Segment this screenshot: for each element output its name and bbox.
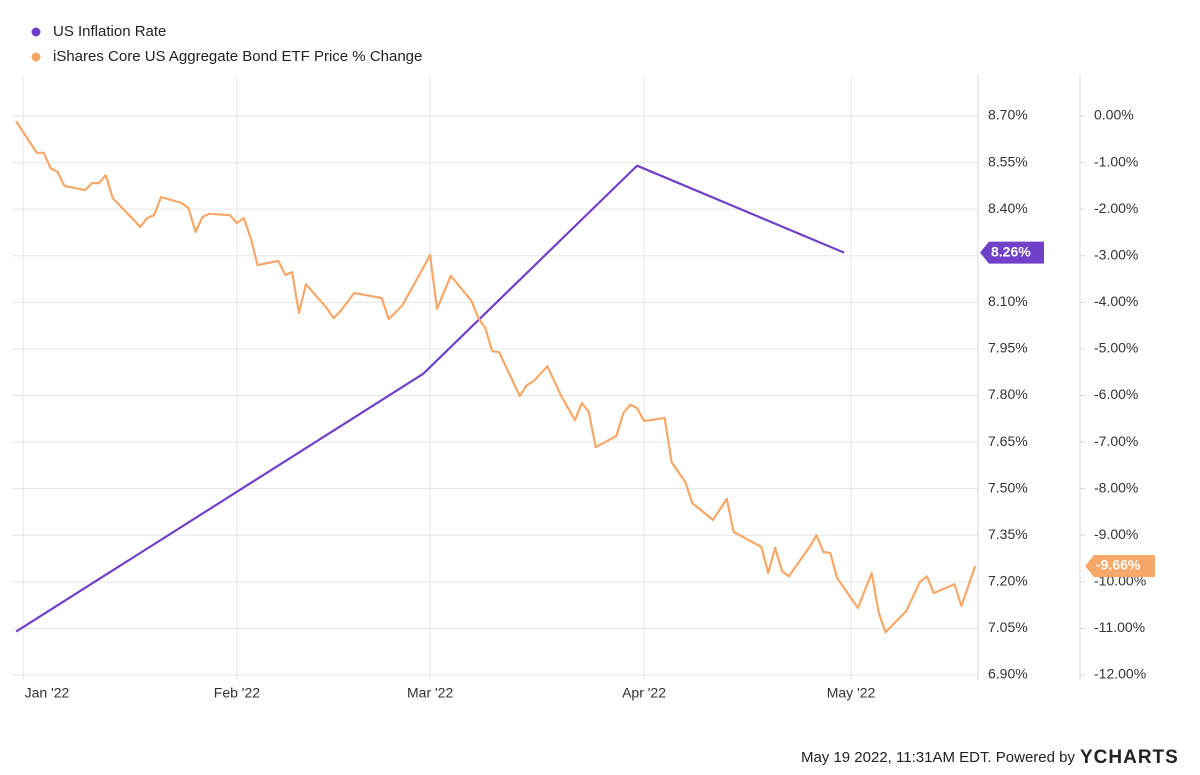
y-tick-label: 8.55% (988, 153, 1028, 169)
legend-marker (31, 27, 41, 37)
footer: May 19 2022, 11:31AM EDT. Powered by (801, 749, 1076, 766)
y2-tick-label: -1.00% (1094, 153, 1138, 169)
y2-tick-label: -6.00% (1094, 386, 1138, 402)
brand: YCHARTS (1080, 747, 1179, 768)
y-tick-label: 7.95% (988, 340, 1028, 356)
y2-tick-label: -11.00% (1094, 619, 1145, 635)
y2-tick-label: -12.00% (1094, 666, 1146, 682)
last-value-label: 8.26% (991, 243, 1031, 259)
y2-tick-label: -4.00% (1094, 293, 1138, 309)
series-line (15, 120, 977, 634)
y-tick-label: 8.10% (988, 293, 1028, 309)
y-tick-label: 7.20% (988, 573, 1028, 589)
y2-tick-label: -7.00% (1094, 433, 1138, 449)
y-tick-label: 7.80% (988, 386, 1028, 402)
last-value-label: -9.66% (1096, 557, 1141, 573)
y2-tick-label: -8.00% (1094, 479, 1138, 495)
series-line (15, 164, 845, 633)
x-tick-label: Apr '22 (622, 685, 666, 701)
x-tick-label: May '22 (827, 685, 876, 701)
y2-tick-label: -5.00% (1094, 340, 1138, 356)
x-tick-label: Jan '22 (25, 685, 70, 701)
last-value-badge (980, 241, 1044, 264)
y-tick-label: 6.90% (988, 666, 1028, 682)
y-tick-label: 7.65% (988, 433, 1028, 449)
legend-label: iShares Core US Aggregate Bond ETF Price… (53, 48, 422, 65)
y2-tick-label: -2.00% (1094, 200, 1138, 216)
x-tick-label: Feb '22 (214, 685, 260, 701)
legend-marker (31, 52, 41, 62)
y-tick-label: 8.40% (988, 200, 1028, 216)
x-tick-label: Mar '22 (407, 685, 453, 701)
y2-tick-label: 0.00% (1094, 107, 1134, 123)
y-tick-label: 7.05% (988, 619, 1028, 635)
y-tick-label: 7.35% (988, 526, 1028, 542)
y-tick-label: 7.50% (988, 479, 1028, 495)
last-value-badge (1085, 555, 1155, 578)
y-tick-label: 8.70% (988, 107, 1028, 123)
y2-tick-label: -9.00% (1094, 526, 1138, 542)
y2-tick-label: -3.00% (1094, 246, 1138, 262)
legend-label: US Inflation Rate (53, 23, 166, 40)
